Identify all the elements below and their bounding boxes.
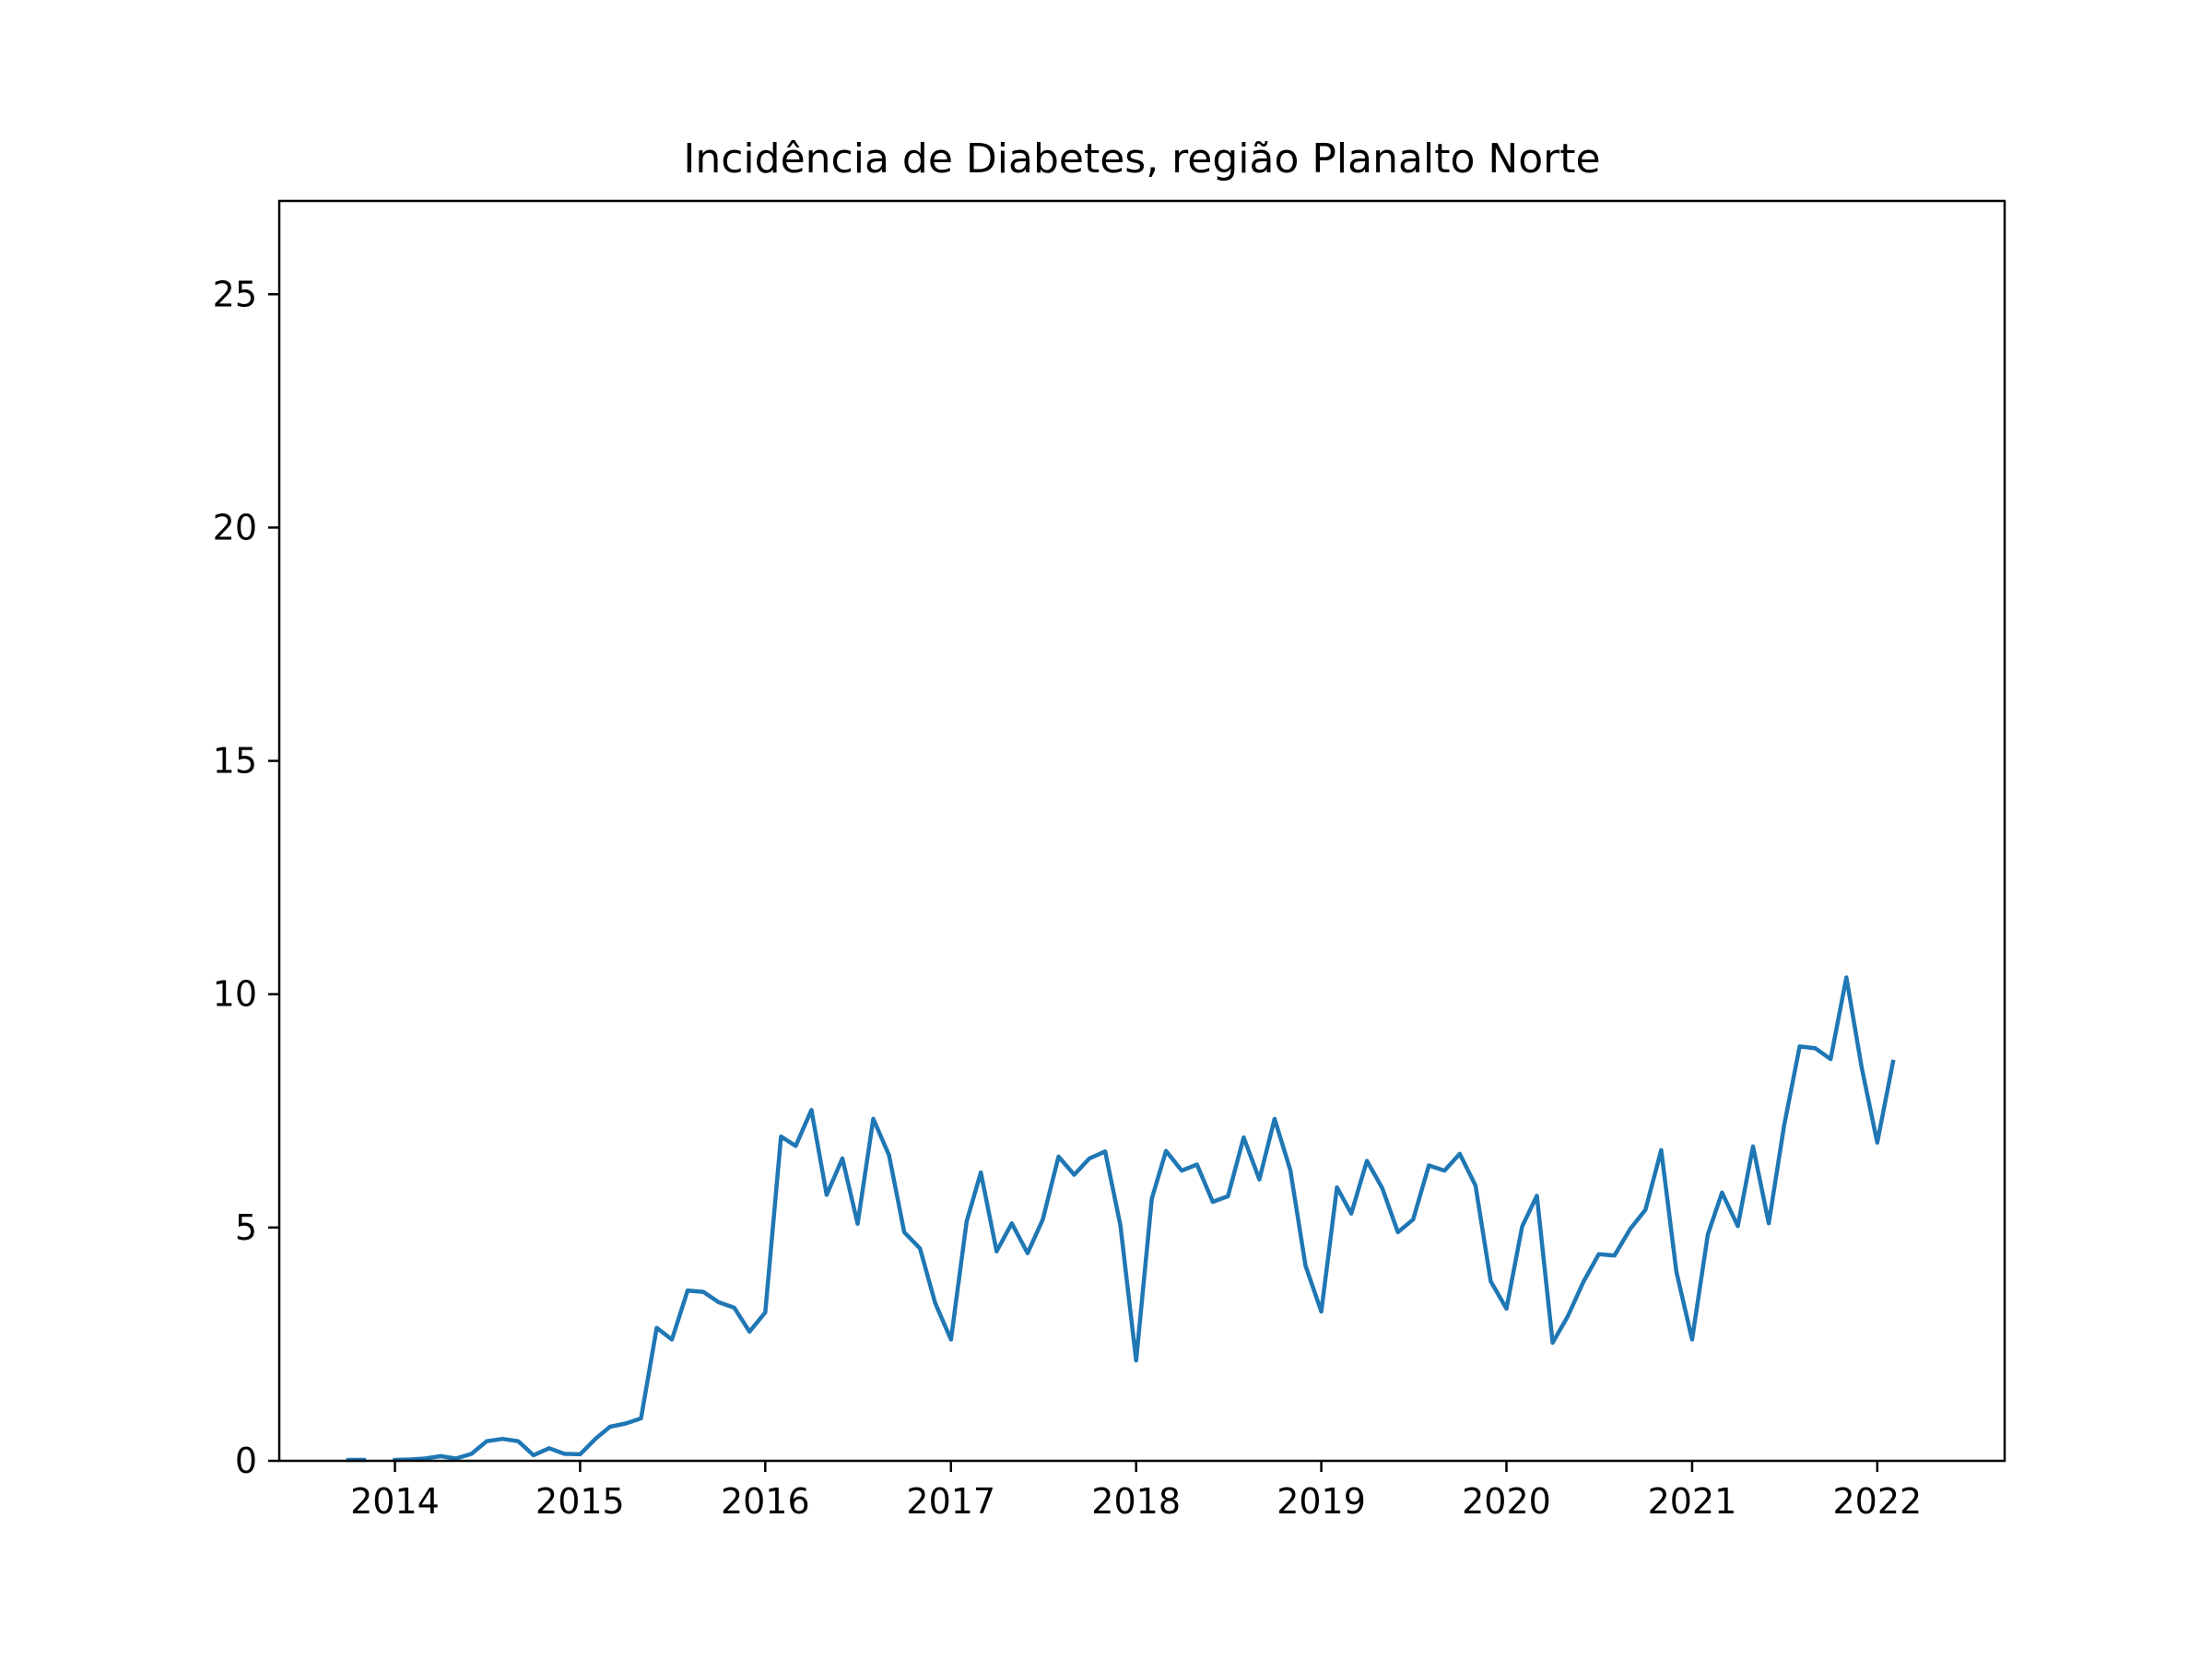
- x-tick-label: 2021: [1648, 1481, 1737, 1522]
- y-tick-label: 25: [213, 274, 257, 314]
- x-tick-label: 2017: [906, 1481, 995, 1522]
- y-tick-label: 5: [235, 1207, 257, 1248]
- series-line-segment: [393, 975, 1896, 1463]
- y-tick-label: 0: [235, 1441, 257, 1481]
- y-tick-label: 10: [213, 974, 257, 1015]
- x-tick-label: 2015: [535, 1481, 625, 1522]
- x-tick-label: 2018: [1091, 1481, 1181, 1522]
- x-tick-label: 2016: [721, 1481, 810, 1522]
- plot-frame: [277, 199, 2006, 1463]
- y-axis: 0 5 10 15 20 25: [213, 274, 279, 1481]
- x-axis: 2014 2015 2016 2017 2018 2019 2020 2021 2022: [350, 1461, 1922, 1522]
- y-tick-label: 15: [213, 741, 257, 782]
- y-tick-label: 20: [213, 507, 257, 547]
- x-tick-label: 2022: [1832, 1481, 1922, 1522]
- x-tick-label: 2020: [1462, 1481, 1551, 1522]
- x-tick-label: 2019: [1277, 1481, 1366, 1522]
- chart-title: Incidência de Diabetes, região Planalto …: [683, 135, 1600, 182]
- x-tick-label: 2014: [350, 1481, 440, 1522]
